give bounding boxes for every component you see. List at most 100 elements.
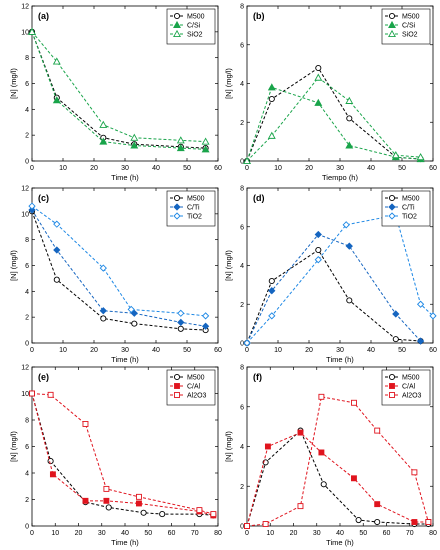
x-tick-label: 0: [245, 530, 249, 537]
legend-marker: [388, 20, 396, 29]
series-C/Ti: [28, 206, 210, 330]
y-tick-label: 2: [240, 302, 244, 309]
legend-marker: [173, 212, 181, 220]
data-point: [105, 504, 112, 511]
series-M500: [28, 390, 217, 519]
x-tick-label: 60: [429, 347, 437, 354]
x-tick-label: 30: [313, 530, 321, 537]
series-C/Si: [28, 27, 210, 153]
data-point: [345, 242, 353, 250]
legend-label: M500: [187, 375, 205, 382]
x-tick-label: 60: [168, 530, 176, 537]
legend-label: TiO2: [402, 214, 417, 221]
x-axis-title: Time (h): [111, 173, 139, 182]
legend-marker: [173, 373, 181, 381]
data-point: [374, 501, 381, 508]
legend: M500 C/Ti TiO2: [166, 190, 216, 227]
x-tick-label: 20: [305, 347, 313, 354]
data-point: [374, 518, 381, 526]
y-tick-label: 6: [25, 444, 29, 451]
y-tick-label: 6: [25, 263, 29, 270]
legend: M500 C/Ti TiO2: [381, 190, 431, 227]
data-point: [411, 469, 418, 476]
data-point: [159, 511, 166, 518]
data-point: [416, 337, 425, 345]
y-tick-label: 6: [240, 224, 244, 231]
series-line: [31, 393, 214, 516]
x-tick-label: 20: [290, 530, 298, 537]
x-tick-label: 50: [144, 530, 152, 537]
y-tick-label: 8: [25, 418, 29, 425]
chart-panel-f: 0 10 20 30 40 50 60 70 80 0 2 4 6 8 Time (h) [N] (mg/l)…: [224, 365, 437, 548]
panel-label: (d): [253, 193, 265, 203]
x-tick-label: 40: [152, 165, 160, 172]
y-tick-label: 6: [25, 81, 29, 88]
data-point: [52, 96, 61, 104]
legend-marker: [388, 29, 396, 38]
legend-label: TiO2: [187, 214, 202, 221]
x-tick-label: 0: [30, 347, 34, 354]
data-point: [351, 399, 357, 406]
data-point: [243, 156, 251, 165]
data-point: [314, 230, 322, 239]
y-tick-label: 8: [25, 237, 29, 244]
y-tick-label: 2: [25, 497, 29, 504]
x-tick-label: 50: [359, 530, 367, 537]
x-tick-label: 10: [51, 530, 59, 537]
x-tick-label: 60: [429, 165, 437, 172]
y-tick-label: 8: [240, 186, 244, 193]
legend-label: C/Si: [402, 23, 416, 30]
y-tick-label: 2: [240, 484, 244, 491]
y-tick-label: 10: [21, 29, 29, 36]
data-point: [318, 449, 325, 456]
data-point: [49, 471, 56, 478]
data-point: [52, 57, 61, 65]
y-tick-label: 4: [240, 81, 244, 88]
y-tick-label: 0: [240, 341, 244, 348]
legend-marker: [173, 194, 181, 202]
legend-marker: [388, 203, 396, 211]
data-point: [351, 475, 357, 482]
data-point: [53, 276, 60, 283]
legend-marker: [174, 392, 180, 398]
y-tick-label: 0: [240, 159, 244, 166]
series-line: [246, 429, 429, 527]
y-axis-title: [N] (mg/l): [9, 431, 18, 462]
series-Al2O3: [244, 393, 432, 529]
series-line: [31, 31, 206, 143]
legend-label: M500: [402, 14, 420, 21]
x-tick-label: 10: [266, 530, 274, 537]
x-tick-label: 40: [152, 347, 160, 354]
y-tick-label: 0: [25, 524, 29, 531]
legend-label: C/Al: [402, 384, 416, 391]
data-point: [268, 312, 276, 320]
data-point: [201, 145, 210, 153]
x-tick-label: 40: [121, 530, 129, 537]
data-point: [176, 136, 185, 144]
legend: M500 C/Si SiO2: [166, 8, 216, 45]
series-line: [31, 209, 206, 327]
data-point: [355, 516, 362, 524]
data-point: [425, 519, 432, 525]
y-tick-label: 6: [240, 42, 244, 49]
x-tick-label: 30: [336, 165, 344, 172]
legend-label: M500: [187, 196, 205, 203]
x-tick-label: 50: [183, 165, 191, 172]
y-tick-label: 8: [25, 55, 29, 62]
x-tick-label: 50: [398, 347, 406, 354]
data-point: [28, 27, 36, 35]
data-point: [411, 519, 418, 525]
y-axis-title: [N] (mg/l): [224, 68, 233, 99]
series-line: [246, 86, 421, 162]
data-point: [346, 297, 353, 304]
data-point: [243, 339, 251, 347]
y-tick-label: 6: [240, 404, 244, 411]
y-tick-label: 10: [21, 391, 29, 398]
legend-marker: [389, 392, 395, 398]
data-point: [268, 95, 275, 103]
data-point: [100, 315, 107, 322]
data-point: [177, 325, 184, 332]
series-Al2O3: [29, 390, 217, 518]
data-point: [320, 481, 327, 488]
